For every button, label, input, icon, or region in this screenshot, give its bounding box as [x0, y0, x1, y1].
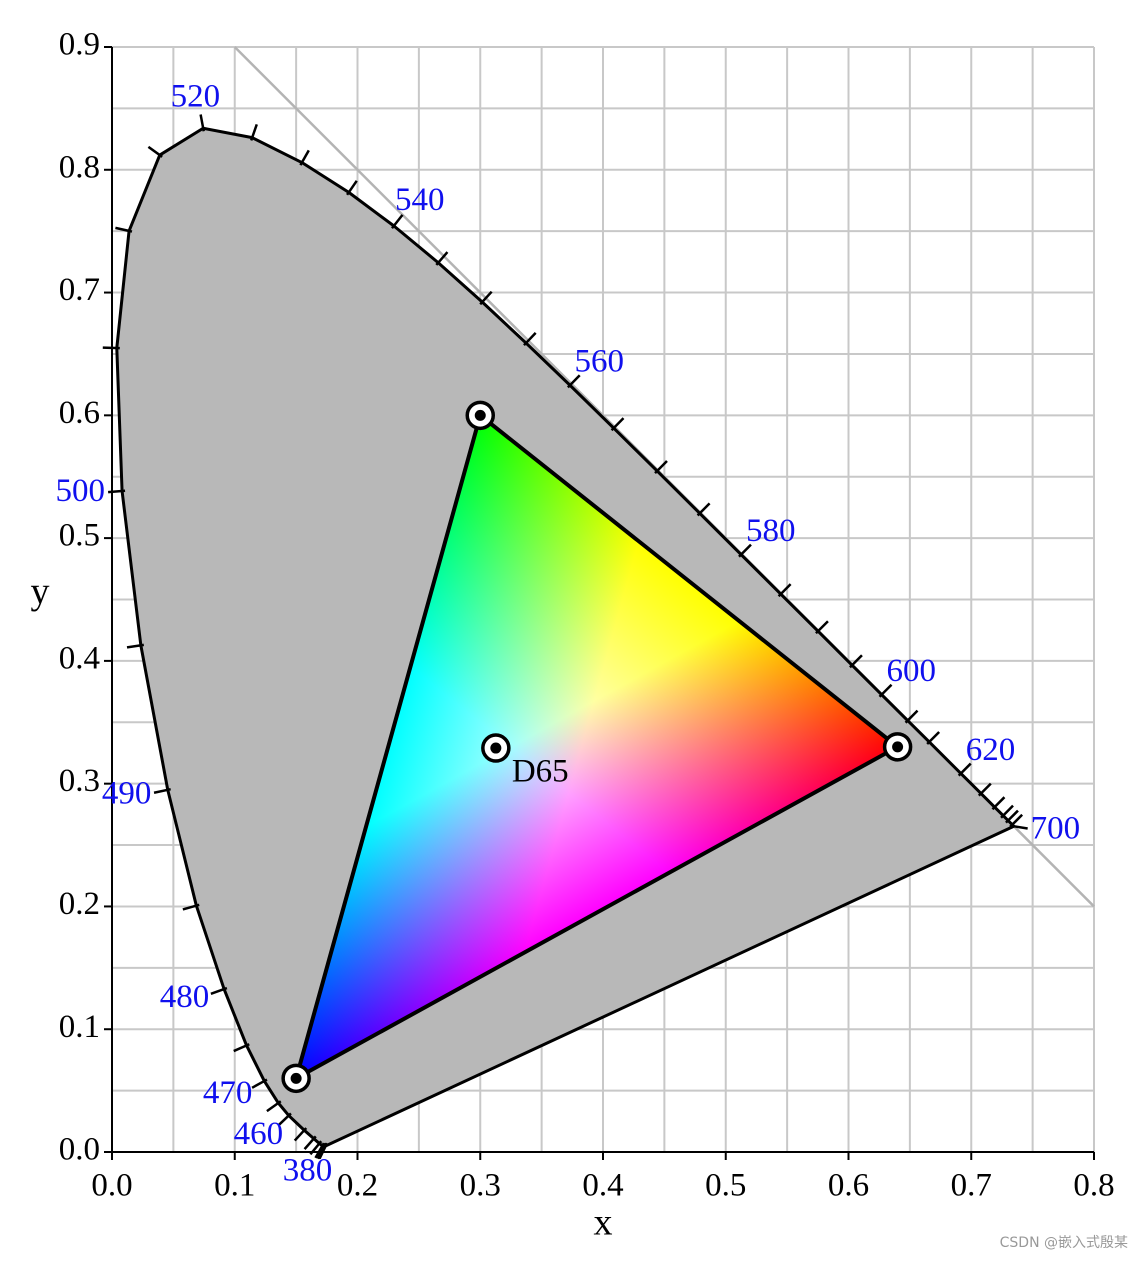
locus-tick — [108, 491, 125, 492]
y-tick-label: 0.3 — [59, 763, 100, 799]
wavelength-label: 620 — [966, 732, 1016, 768]
wavelength-label: 700 — [1031, 811, 1081, 847]
y-tick-label: 0.0 — [59, 1132, 100, 1168]
x-tick-label: 0.8 — [1073, 1168, 1114, 1204]
primary-dot — [475, 410, 486, 421]
primary-dot — [291, 1073, 302, 1084]
x-tick-label: 0.5 — [705, 1168, 746, 1204]
locus-tick — [979, 784, 991, 796]
watermark: CSDN @嵌入式殷某 — [1000, 1235, 1128, 1251]
wavelength-label: 580 — [746, 513, 796, 549]
y-tick-label: 0.8 — [59, 149, 100, 185]
locus-tick — [698, 503, 710, 515]
x-tick-label: 0.3 — [460, 1168, 501, 1204]
x-tick-label: 0.6 — [828, 1168, 869, 1204]
y-tick-label: 0.2 — [59, 886, 100, 922]
white-point-dot — [490, 743, 501, 754]
y-axis-label: y — [31, 571, 50, 613]
locus-tick — [148, 147, 162, 157]
wavelength-label: 500 — [55, 473, 105, 509]
wavelength-label: 600 — [887, 653, 937, 689]
x-tick-label: 0.2 — [337, 1168, 378, 1204]
locus-tick — [347, 181, 357, 195]
y-tick-label: 0.6 — [59, 395, 100, 431]
y-tick-label: 0.9 — [59, 27, 100, 63]
white-point-label: D65 — [512, 754, 569, 790]
locus-tick — [992, 797, 1004, 809]
locus-tick — [906, 711, 918, 723]
y-tick-label: 0.5 — [59, 518, 100, 554]
wavelength-label: 560 — [574, 343, 624, 379]
primary-dot — [892, 741, 903, 752]
y-tick-label: 0.7 — [59, 272, 100, 308]
locus-tick — [267, 1101, 281, 1111]
wavelength-label: 480 — [160, 979, 210, 1015]
x-tick-label: 0.1 — [214, 1168, 255, 1204]
locus-tick — [927, 732, 939, 744]
wavelength-label: 490 — [102, 776, 152, 812]
locus-tick — [779, 584, 791, 596]
wavelength-label: 460 — [234, 1116, 284, 1152]
wavelength-label: 540 — [395, 182, 445, 218]
y-tick-label: 0.1 — [59, 1009, 100, 1045]
locus-tick — [816, 621, 828, 633]
locus-tick — [305, 1136, 316, 1149]
wavelength-label: 470 — [203, 1075, 253, 1111]
wavelength-label: 380 — [283, 1152, 333, 1188]
wavelength-label: 520 — [171, 78, 221, 114]
x-tick-label: 0.7 — [951, 1168, 992, 1204]
y-tick-label: 0.4 — [59, 640, 100, 676]
x-tick-label: 0.0 — [91, 1168, 132, 1204]
x-axis-label: x — [594, 1202, 613, 1244]
x-tick-label: 0.4 — [582, 1168, 623, 1204]
